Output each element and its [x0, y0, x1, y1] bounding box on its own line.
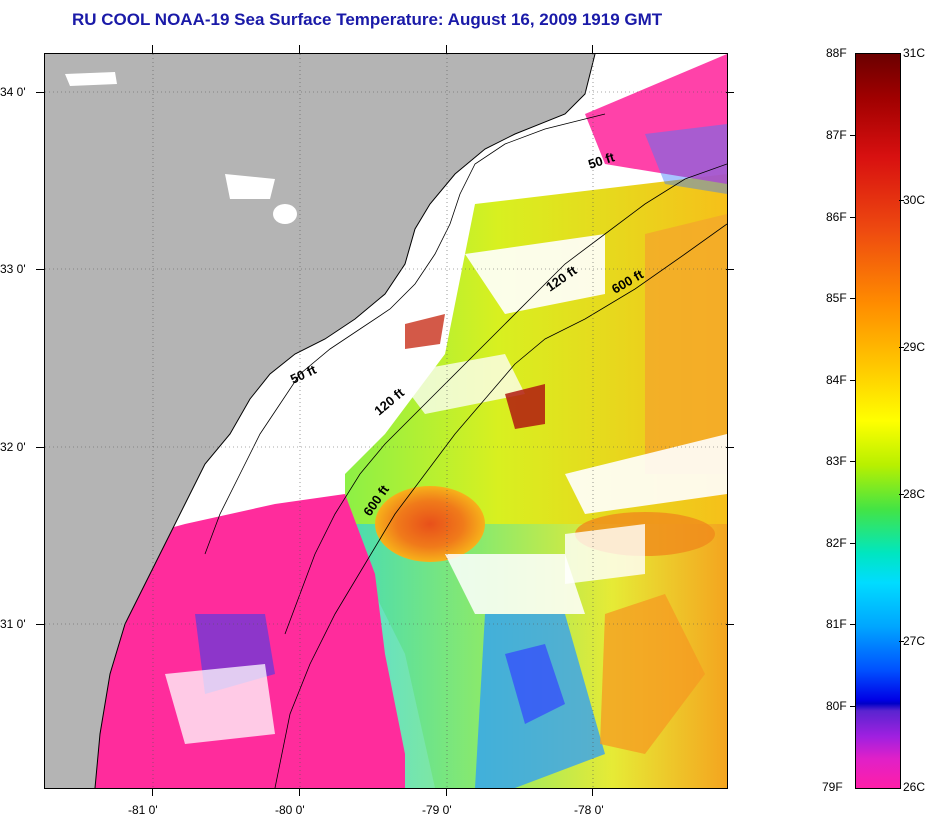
lat-tick [36, 624, 44, 625]
cloud-patch-5 [565, 524, 645, 584]
colorbar-tick-c [899, 347, 904, 348]
graticule [45, 54, 727, 788]
sst-orange-east [645, 214, 727, 474]
cloud-patch-4 [445, 554, 585, 614]
colorbar-tick-f [850, 543, 855, 544]
lat-tick [36, 92, 44, 93]
colorbar-label-c: 27C [903, 634, 926, 648]
lat-label-32: 32 0' [0, 440, 26, 454]
lat-label-34: 34 0' [0, 85, 26, 99]
lon-tick [592, 45, 593, 53]
lon-tick [152, 788, 153, 796]
colorbar-tick-f [850, 706, 855, 707]
colorbar-tick-f [850, 461, 855, 462]
colorbar-tick-f [850, 298, 855, 299]
lat-tick [726, 92, 734, 93]
colorbar-tick-c [899, 494, 904, 495]
sst-orange-streak [600, 594, 705, 754]
sst-hot-speckle-2 [405, 314, 445, 349]
colorbar-label-f: 88F [826, 46, 847, 60]
colorbar-tick-c [899, 200, 904, 201]
colorbar-tick-f [850, 135, 855, 136]
sst-warm-eddy [375, 486, 485, 562]
cloud-patch-2 [395, 354, 525, 414]
lon-label-79: -79 0' [422, 803, 452, 817]
temperature-colorbar [855, 53, 901, 789]
sst-map-canvas: 50 ft 50 ft 120 ft 120 ft 600 ft 600 ft [45, 54, 727, 788]
cloud-patch-3 [565, 434, 727, 514]
lon-tick [446, 45, 447, 53]
land-mainland [45, 54, 595, 788]
lon-label-81: -81 0' [128, 803, 158, 817]
lat-tick [726, 624, 734, 625]
colorbar-label-f: 79F [822, 780, 843, 794]
contour-120ft [284, 163, 727, 635]
colorbar-label-c: 26C [903, 780, 926, 794]
lat-tick [36, 269, 44, 270]
lat-label-33: 33 0' [0, 262, 26, 276]
colorbar-label-f: 82F [826, 536, 847, 550]
lon-tick [299, 45, 300, 53]
lat-tick [726, 447, 734, 448]
colorbar-label-c: 28C [903, 487, 926, 501]
colorbar-label-f: 83F [826, 454, 847, 468]
lon-tick [152, 45, 153, 53]
map-title: RU COOL NOAA-19 Sea Surface Temperature:… [72, 10, 663, 29]
sst-map: 50 ft 50 ft 120 ft 120 ft 600 ft 600 ft [44, 53, 728, 789]
colorbar-label-c: 31C [903, 46, 926, 60]
contour-600ft [274, 223, 727, 788]
colorbar-label-f: 87F [826, 128, 847, 142]
contour-50ft [204, 113, 606, 555]
lon-tick [446, 788, 447, 796]
lat-tick [726, 269, 734, 270]
colorbar-label-c: 29C [903, 340, 926, 354]
land-white-cloud-1 [65, 72, 117, 86]
cloud-patch-1 [465, 234, 605, 314]
land-white-cloud-2 [225, 174, 275, 199]
coastline [94, 54, 596, 788]
lon-label-78: -78 0' [574, 803, 604, 817]
colorbar-label-f: 84F [826, 373, 847, 387]
sst-north-blue [645, 124, 727, 194]
colorbar-label-f: 86F [826, 210, 847, 224]
sst-coastal-white [165, 664, 275, 744]
lat-tick [36, 447, 44, 448]
land-white-cloud-3 [273, 204, 297, 224]
colorbar-tick-f [850, 380, 855, 381]
lon-tick [592, 788, 593, 796]
lon-label-80: -80 0' [275, 803, 305, 817]
colorbar-tick-c [899, 641, 904, 642]
sst-hot-speckle-1 [505, 384, 545, 429]
sst-blue-patch [505, 644, 565, 724]
colorbar-label-f: 85F [826, 291, 847, 305]
colorbar-label-f: 81F [826, 617, 847, 631]
colorbar-tick-f [850, 217, 855, 218]
sst-north-pink [585, 54, 727, 184]
colorbar-label-c: 30C [903, 193, 926, 207]
colorbar-label-f: 80F [826, 699, 847, 713]
lat-label-31: 31 0' [0, 617, 26, 631]
colorbar-tick-f [850, 624, 855, 625]
lon-tick [299, 788, 300, 796]
